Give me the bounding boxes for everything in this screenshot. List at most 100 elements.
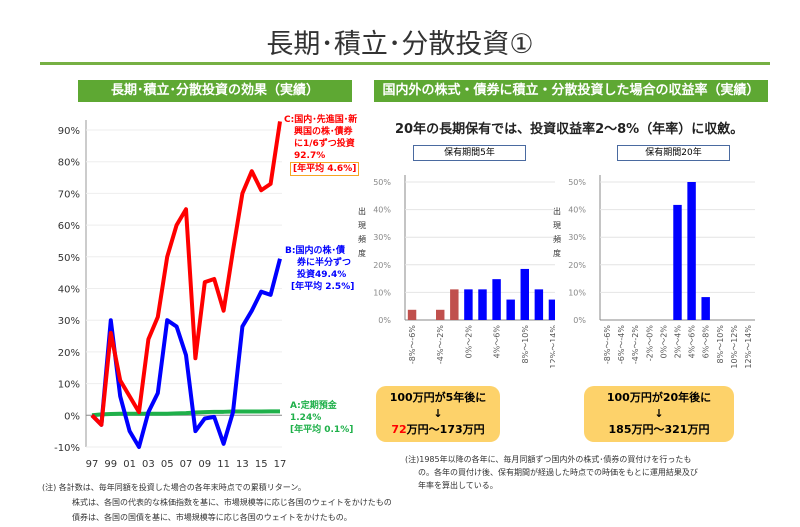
x-tick-label: 6%～8% bbox=[702, 325, 711, 359]
label-line: 1.24% bbox=[290, 413, 322, 423]
result-line: 100万円が5年後に bbox=[389, 391, 487, 404]
x-tick-label: -4%～-2% bbox=[631, 325, 640, 365]
down-arrow-icon: ↓ bbox=[654, 407, 664, 420]
series-b-label: B:国内の株･債 券に半分ずつ 投資49.4% [年平均 2.5%] bbox=[285, 245, 354, 293]
line-chart: 90% 80% 70% 60% 50% 40% 30% 20% 10% 0% -10% 97 99 01 0… bbox=[54, 120, 286, 470]
note-line: 年率を算出している。 bbox=[418, 481, 498, 490]
bar bbox=[478, 289, 487, 320]
y-tick-label: 50% bbox=[58, 253, 80, 264]
x-tick-label: -6%～-4% bbox=[617, 325, 626, 365]
y-tick-label: 10% bbox=[568, 288, 586, 297]
note-line: 債券は、各国の国債を基に、市場規模等に応じ各国のウェイトをかけたもの。 bbox=[72, 513, 352, 522]
down-arrow-icon: ↓ bbox=[433, 407, 443, 420]
y-tick-label: -10% bbox=[54, 443, 80, 454]
note-line: の。各年の買付け後、保有期間が経過した時点での時価をもとに運用結果及び bbox=[418, 468, 698, 477]
x-tick-label: 2%～4% bbox=[674, 325, 683, 359]
right-subtitle: 20年の長期保有では、投資収益率2～8%（年率）に収斂。 bbox=[395, 122, 744, 137]
bar bbox=[506, 299, 515, 320]
label-line: 興国の株･債券 bbox=[294, 127, 353, 137]
x-tick-label: 07 bbox=[180, 459, 193, 470]
x-tick-label: 13 bbox=[236, 459, 249, 470]
left-section-header: 長期･積立･分散投資の効果（実績） bbox=[78, 80, 352, 102]
x-tick-label: 01 bbox=[123, 459, 136, 470]
x-tick-label: -8%～-6% bbox=[408, 325, 417, 365]
bar bbox=[687, 182, 696, 320]
result-low: 72 bbox=[391, 423, 407, 436]
y-tick-label: 30% bbox=[58, 316, 80, 327]
y-tick-label: 40% bbox=[373, 206, 391, 215]
x-tick-label: 09 bbox=[198, 459, 211, 470]
y-tick-label: 0% bbox=[573, 316, 586, 325]
result-range: 72万円～173万円 bbox=[376, 422, 500, 438]
x-tick-label: 0%～2% bbox=[464, 325, 473, 359]
label-line: [年平均 4.6%] bbox=[290, 162, 360, 176]
label-line: B:国内の株･債 bbox=[285, 246, 345, 256]
histogram-5yr: 50% 40% 30% 20% 10% 0% -8%～-6% -4%～-2% 0%～2% 4%～6… bbox=[373, 175, 555, 369]
label-line: A:定期預金 bbox=[290, 401, 337, 411]
label-line: に1/6ずつ投資 bbox=[294, 139, 355, 149]
histogram-20yr-title: 保有期間20年 bbox=[617, 145, 730, 161]
bar bbox=[673, 204, 682, 320]
bar bbox=[450, 289, 459, 320]
bar bbox=[701, 297, 710, 320]
y-tick-label: 30% bbox=[373, 233, 391, 242]
x-tick-label: 99 bbox=[104, 459, 117, 470]
x-tick-label: 4%～6% bbox=[493, 325, 502, 359]
series-a-label: A:定期預金 1.24% [年平均 0.1%] bbox=[290, 400, 353, 436]
y-tick-label: 0% bbox=[378, 316, 391, 325]
x-tick-label: 0%～2% bbox=[659, 325, 668, 359]
bar bbox=[492, 279, 501, 320]
y-tick-label: 10% bbox=[373, 288, 391, 297]
x-tick-label: 8%～10% bbox=[521, 325, 530, 364]
y-tick-label: 20% bbox=[58, 348, 80, 359]
y-tick-label: 20% bbox=[373, 261, 391, 270]
y-tick-label: 20% bbox=[568, 261, 586, 270]
x-tick-label: 12%～14% bbox=[744, 325, 753, 369]
note-line: (注)1985年以降の各年に、毎月同額ずつ国内外の株式･債券の買付けを行ったも bbox=[405, 455, 692, 464]
x-tick-label: 10%～12% bbox=[730, 325, 739, 369]
label-line: 投資49.4% bbox=[297, 270, 347, 280]
y-tick-label: 50% bbox=[568, 178, 586, 187]
histogram-20yr: 50% 40% 30% 20% 10% 0% -8%～-6% -6%～-4% -4%～-2% -2… bbox=[568, 175, 755, 369]
x-tick-label: 05 bbox=[161, 459, 174, 470]
y-tick-label: 40% bbox=[568, 206, 586, 215]
x-tick-label: 11 bbox=[217, 459, 230, 470]
bar bbox=[520, 268, 529, 320]
result-line: 100万円が20年後に bbox=[606, 391, 712, 404]
y-tick-label: 10% bbox=[58, 380, 80, 391]
x-tick-label: -4%～-2% bbox=[436, 325, 445, 365]
series-line-A bbox=[91, 409, 280, 418]
histogram-20yr-ylabel: 出現頻度 bbox=[553, 207, 561, 258]
bar bbox=[534, 289, 544, 320]
result-box-5yr: 100万円が5年後に ↓ 72万円～173万円 bbox=[376, 386, 500, 442]
x-tick-label: 15 bbox=[255, 459, 268, 470]
result-rest: 万円～173万円 bbox=[406, 423, 485, 436]
y-tick-label: 60% bbox=[58, 221, 80, 232]
result-box-20yr: 100万円が20年後に ↓ 185万円～321万円 bbox=[584, 386, 734, 442]
x-tick-label: 8%～10% bbox=[716, 325, 725, 364]
histogram-5yr-title: 保有期間5年 bbox=[413, 145, 526, 161]
y-tick-label: 80% bbox=[58, 158, 80, 169]
series-line-C bbox=[90, 121, 282, 427]
series-c-label: C:国内･先進国･新 興国の株･債券 に1/6ずつ投資 92.7% [年平均 4… bbox=[284, 114, 360, 176]
y-tick-label: 40% bbox=[58, 285, 80, 296]
result-range: 185万円～321万円 bbox=[584, 422, 734, 438]
result-rest: 万円～321万円 bbox=[631, 423, 710, 436]
right-note: (注)1985年以降の各年に、毎月同額ずつ国内外の株式･債券の買付けを行ったも … bbox=[405, 453, 698, 492]
label-line: [年平均 2.5%] bbox=[291, 282, 355, 292]
result-low: 185 bbox=[608, 423, 632, 436]
y-tick-label: 70% bbox=[58, 189, 80, 200]
x-tick-label: -2%～0% bbox=[645, 325, 654, 362]
bar bbox=[407, 309, 417, 320]
bar bbox=[436, 309, 445, 320]
note-line: 株式は、各国の代表的な株価指数を基に、市場規模等に応じ各国のウェイトをかけたもの bbox=[72, 498, 392, 507]
bar bbox=[548, 299, 555, 320]
label-line: [年平均 0.1%] bbox=[290, 425, 354, 435]
note-line: (注) 各計数は、毎年同額を投資した場合の各年末時点での累積リターン。 bbox=[42, 483, 306, 492]
y-tick-label: 50% bbox=[373, 178, 391, 187]
label-line: 券に半分ずつ bbox=[297, 258, 352, 268]
label-line: 92.7% bbox=[294, 151, 326, 161]
bar bbox=[464, 289, 473, 320]
page-title: 長期･積立･分散投資① bbox=[266, 29, 534, 60]
x-tick-label: 12%～14% bbox=[549, 325, 555, 369]
